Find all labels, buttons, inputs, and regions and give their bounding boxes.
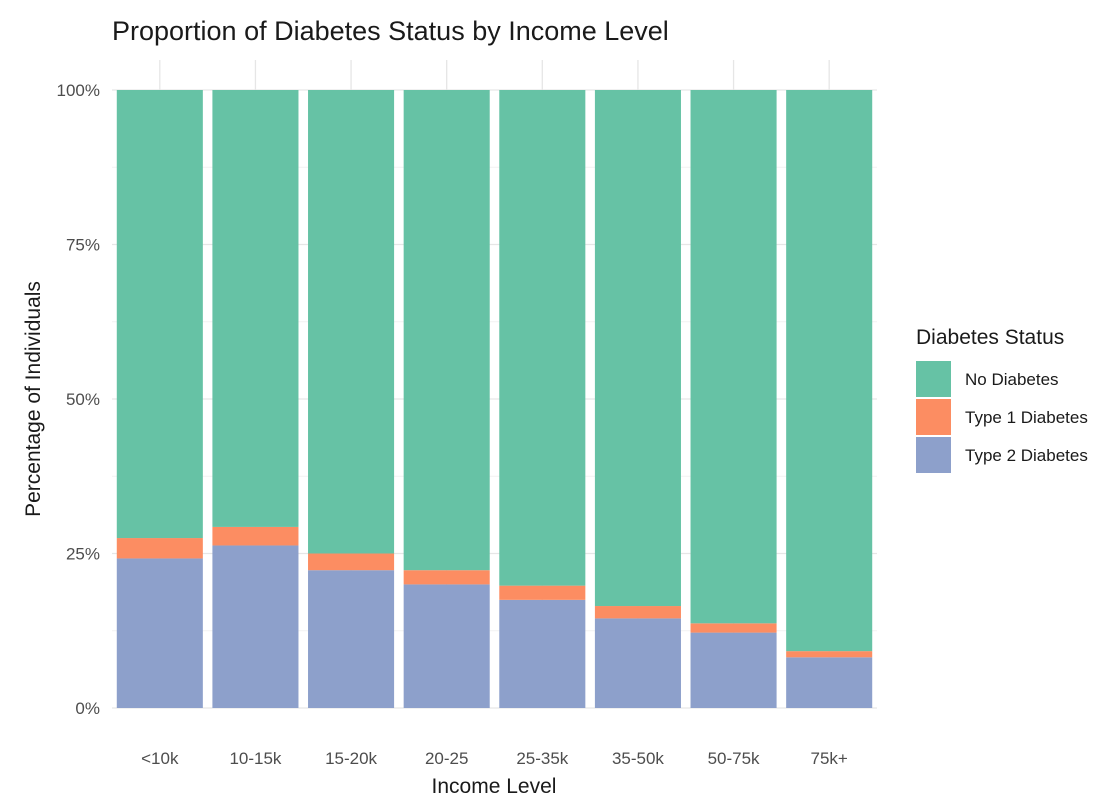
bar-20-25-no-diabetes <box>403 90 490 571</box>
bar-10k-type-1-diabetes <box>116 538 203 559</box>
bar-10-15k-type-2-diabetes <box>212 545 299 708</box>
bar-35-50k-type-2-diabetes <box>594 618 681 708</box>
x-tick-label: 25-35k <box>516 749 568 768</box>
x-tick-label: 75k+ <box>811 749 848 768</box>
legend-title: Diabetes Status <box>916 326 1064 349</box>
bar-20-25-type-2-diabetes <box>403 584 490 708</box>
x-tick-label: <10k <box>141 749 179 768</box>
y-tick-label: 75% <box>66 236 100 255</box>
legend: Diabetes Status No Diabetes Type 1 Diabet… <box>916 326 1088 473</box>
y-tick-label: 50% <box>66 390 100 409</box>
bar-10-15k-no-diabetes <box>212 90 299 527</box>
x-axis-ticks: <10k 10-15k 15-20k 20-25 25-35k 35-50k 50-75k 7… <box>141 749 848 768</box>
bar-25-35k-type-2-diabetes <box>499 599 586 708</box>
bar-15-20k-no-diabetes <box>308 90 395 554</box>
legend-swatch-type-1-diabetes <box>916 399 951 435</box>
bar-10k-type-2-diabetes <box>116 558 203 708</box>
legend-label-no-diabetes: No Diabetes <box>965 370 1059 389</box>
legend-swatch-type-2-diabetes <box>916 437 951 473</box>
bar-25-35k-type-1-diabetes <box>499 585 586 600</box>
bar-50-75k-no-diabetes <box>690 90 777 624</box>
y-tick-label: 0% <box>75 699 100 718</box>
chart-title: Proportion of Diabetes Status by Income … <box>112 16 669 46</box>
bar-20-25-type-1-diabetes <box>403 570 490 585</box>
x-tick-label: 20-25 <box>425 749 468 768</box>
x-tick-label: 35-50k <box>612 749 664 768</box>
x-tick-label: 15-20k <box>325 749 377 768</box>
bar-50-75k-type-2-diabetes <box>690 632 777 708</box>
x-axis-label: Income Level <box>432 775 557 798</box>
x-tick-label: 50-75k <box>708 749 760 768</box>
legend-label-type-2-diabetes: Type 2 Diabetes <box>965 446 1088 465</box>
bar-50-75k-type-1-diabetes <box>690 623 777 633</box>
bar-75k-type-1-diabetes <box>786 651 873 658</box>
x-tick-label: 10-15k <box>229 749 281 768</box>
bars <box>116 90 873 708</box>
bar-15-20k-type-2-diabetes <box>308 570 395 708</box>
y-tick-label: 25% <box>66 545 100 564</box>
bar-10k-no-diabetes <box>116 90 203 539</box>
y-tick-label: 100% <box>57 81 100 100</box>
bar-15-20k-type-1-diabetes <box>308 553 395 571</box>
bar-75k-type-2-diabetes <box>786 657 873 708</box>
bar-25-35k-no-diabetes <box>499 90 586 586</box>
legend-label-type-1-diabetes: Type 1 Diabetes <box>965 408 1088 427</box>
y-axis-label: Percentage of Individuals <box>22 281 45 517</box>
bar-35-50k-type-1-diabetes <box>594 606 681 619</box>
y-axis-ticks: 0% 25% 50% 75% 100% <box>57 81 100 718</box>
bar-10-15k-type-1-diabetes <box>212 526 299 546</box>
legend-items: No Diabetes Type 1 Diabetes Type 2 Diabete… <box>916 361 1088 473</box>
bar-75k-no-diabetes <box>786 90 873 652</box>
legend-swatch-no-diabetes <box>916 361 951 397</box>
bar-35-50k-no-diabetes <box>594 90 681 607</box>
